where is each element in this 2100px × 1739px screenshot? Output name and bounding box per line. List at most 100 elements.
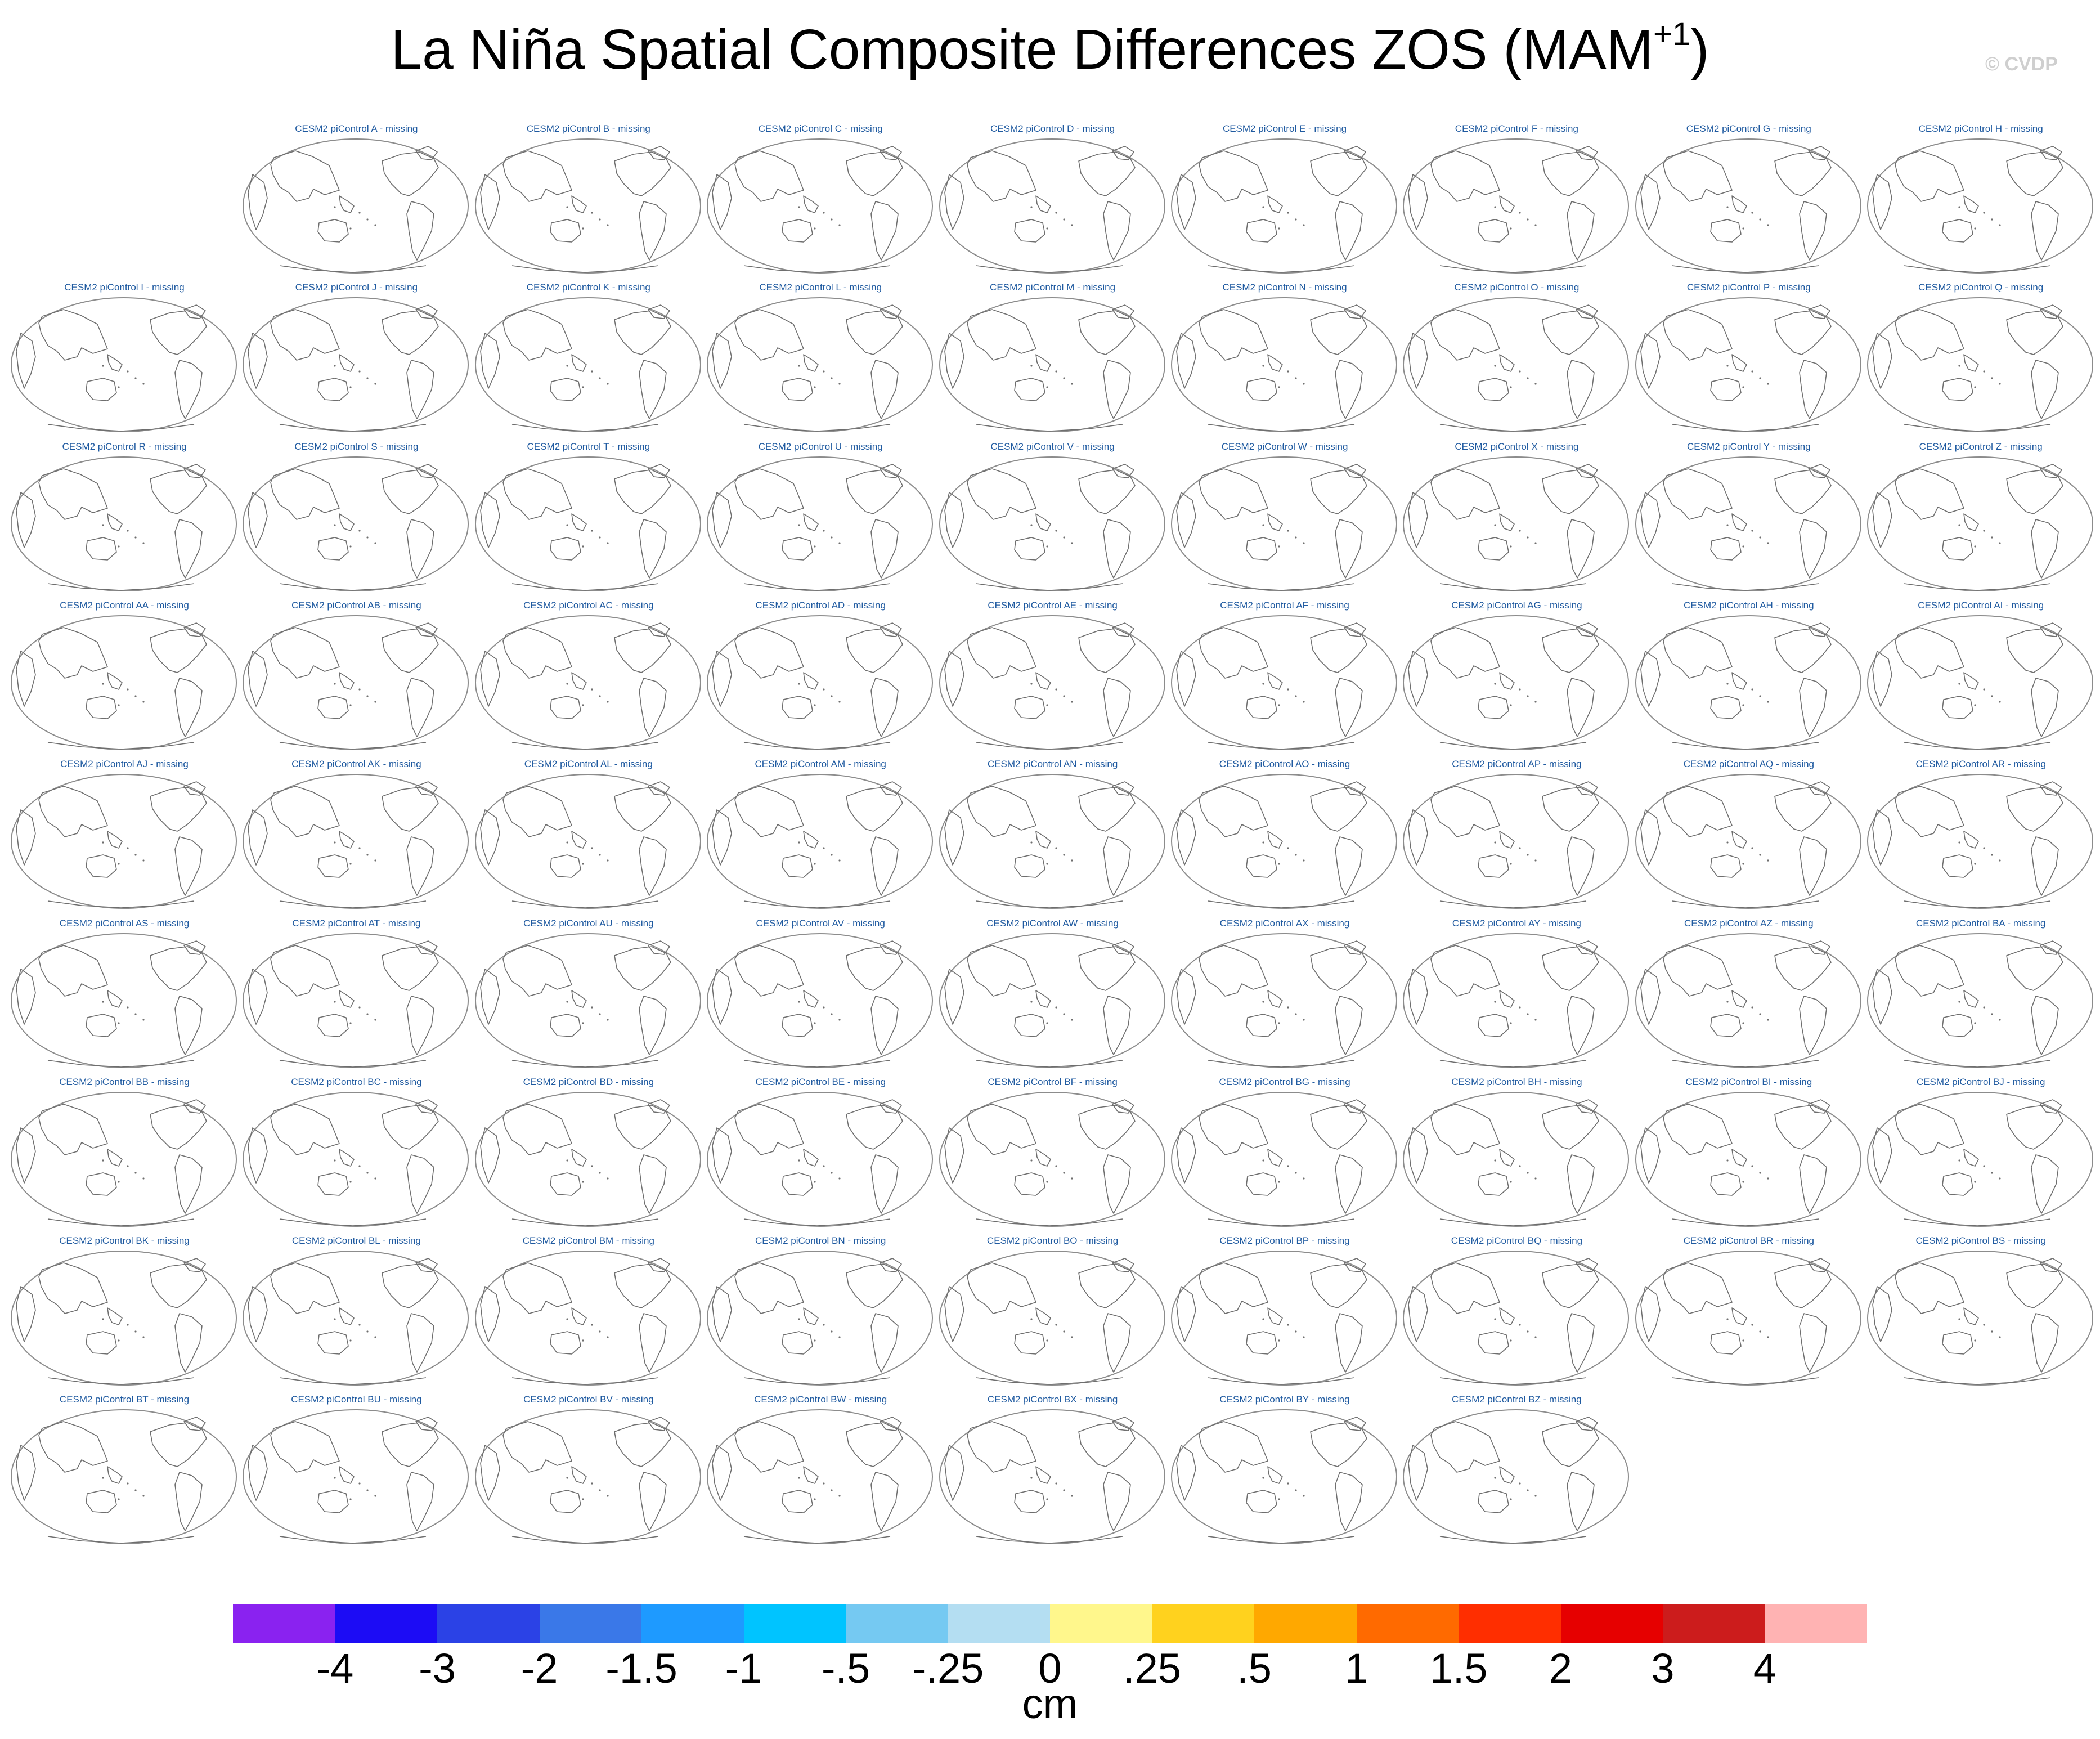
australia-coastline — [317, 1490, 349, 1514]
island-dot — [1055, 1482, 1057, 1485]
map-outline — [474, 1091, 701, 1227]
island-dot — [1510, 1339, 1512, 1342]
island-dot — [1999, 541, 2001, 544]
greenland-coastline — [183, 622, 206, 637]
southeast-asia-coastline — [803, 513, 819, 531]
world-map — [11, 615, 237, 750]
island-dot — [134, 1172, 137, 1174]
southeast-asia-coastline — [1267, 1466, 1283, 1485]
north-america-coastline — [1774, 787, 1832, 832]
antarctica-coastline — [280, 900, 427, 908]
map-outline — [1403, 138, 1630, 274]
map-panel: CESM2 piControl BQ - missing — [1401, 1235, 1632, 1393]
world-map — [1403, 1251, 1630, 1386]
world-map — [474, 774, 701, 909]
southeast-asia-coastline — [1267, 195, 1283, 213]
southeast-asia-coastline — [107, 672, 123, 690]
island-dot — [1278, 863, 1280, 865]
island-dot — [1030, 206, 1033, 208]
southeast-asia-coastline — [339, 1307, 355, 1325]
africa-coastline — [712, 1445, 732, 1502]
antarctica-coastline — [511, 582, 658, 591]
southeast-asia-coastline — [339, 831, 355, 849]
map-panel-title: CESM2 piControl BO - missing — [986, 1235, 1119, 1247]
south-america-coastline — [1798, 678, 1827, 737]
southeast-asia-coastline — [339, 354, 355, 373]
island-dot — [1295, 377, 1297, 379]
map-panel: CESM2 piControl AG - missing — [1401, 599, 1632, 758]
island-dot — [127, 847, 129, 849]
antarctica-coastline — [1440, 1059, 1587, 1068]
island-dot — [1494, 206, 1496, 208]
map-outline — [1635, 138, 1861, 274]
australia-coastline — [1013, 696, 1045, 719]
antarctica-coastline — [976, 742, 1123, 750]
north-america-coastline — [613, 1104, 671, 1150]
asia-coastline — [38, 1262, 108, 1314]
island-dot — [599, 1172, 601, 1174]
island-dot — [1983, 1006, 1985, 1009]
island-dot — [1494, 1000, 1496, 1003]
island-dot — [1999, 224, 2001, 226]
southeast-asia-coastline — [1963, 195, 1979, 213]
island-dot — [1510, 545, 1512, 548]
antarctica-coastline — [47, 1536, 195, 1544]
island-dot — [1534, 701, 1537, 703]
island-dot — [1070, 1495, 1073, 1497]
island-dot — [1742, 863, 1744, 865]
north-america-coastline — [382, 1104, 439, 1150]
greenland-coastline — [1111, 304, 1134, 320]
island-dot — [1494, 1318, 1496, 1320]
map-panel: CESM2 piControl BY - missing — [1169, 1393, 1401, 1552]
greenland-coastline — [183, 1258, 206, 1272]
map-outline — [1635, 1091, 1861, 1227]
world-map — [939, 1409, 1165, 1545]
asia-coastline — [1662, 786, 1733, 837]
island-dot — [1527, 218, 1529, 221]
world-map — [474, 615, 701, 750]
south-america-coastline — [1567, 1472, 1595, 1532]
antarctica-coastline — [1672, 265, 1819, 273]
world-map — [1635, 615, 1861, 750]
island-dot — [1759, 1012, 1761, 1015]
greenland-coastline — [1111, 1258, 1134, 1272]
island-dot — [1974, 545, 1976, 548]
map-outline — [11, 1091, 237, 1227]
map-panel-title: CESM2 piControl AV - missing — [756, 917, 885, 929]
colorbar-tick-label: .5 — [1237, 1645, 1272, 1692]
south-america-coastline — [174, 1154, 203, 1214]
antarctica-coastline — [280, 1377, 427, 1385]
southeast-asia-coastline — [1267, 831, 1283, 849]
world-map — [707, 615, 934, 750]
south-america-coastline — [406, 995, 435, 1055]
map-outline — [707, 1251, 934, 1386]
greenland-coastline — [1111, 463, 1134, 478]
antarctica-coastline — [744, 1218, 891, 1226]
south-america-coastline — [638, 518, 667, 579]
island-dot — [1070, 859, 1073, 862]
map-panel: CESM2 piControl K - missing — [473, 281, 705, 440]
australia-coastline — [1942, 1331, 1973, 1355]
southeast-asia-coastline — [803, 354, 819, 373]
island-dot — [1295, 1012, 1297, 1015]
south-america-coastline — [174, 836, 203, 896]
island-dot — [814, 1339, 816, 1342]
map-panel-title: CESM2 piControl Q - missing — [1918, 282, 2044, 293]
antarctica-coastline — [511, 1377, 658, 1385]
north-america-coastline — [150, 1104, 207, 1150]
north-america-coastline — [1310, 1263, 1367, 1308]
antarctica-coastline — [47, 582, 195, 591]
north-america-coastline — [1310, 1104, 1367, 1150]
antarctica-coastline — [1672, 742, 1819, 750]
island-dot — [1767, 701, 1769, 703]
south-america-coastline — [870, 836, 899, 896]
south-america-coastline — [1798, 995, 1827, 1055]
map-outline — [939, 774, 1165, 909]
island-dot — [1295, 1330, 1297, 1333]
map-panel-title: CESM2 piControl BE - missing — [755, 1076, 886, 1087]
colorbar — [233, 1604, 1867, 1643]
australia-coastline — [782, 696, 813, 719]
island-dot — [1958, 365, 1960, 367]
antarctica-coastline — [511, 424, 658, 432]
island-dot — [1262, 1159, 1264, 1162]
